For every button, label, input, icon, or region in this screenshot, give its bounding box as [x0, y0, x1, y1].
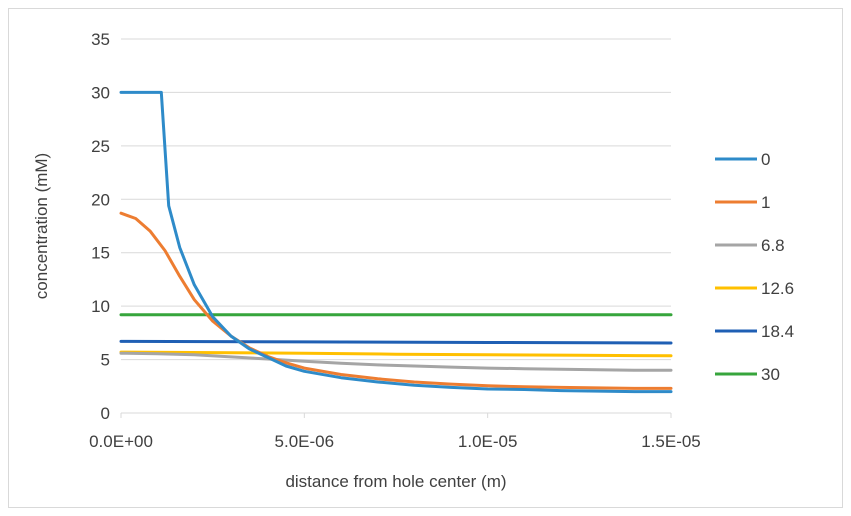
x-tick-label: 1.5E-05 — [641, 432, 701, 451]
legend-label: 0 — [761, 150, 770, 169]
series-line-6-8 — [119, 351, 673, 372]
chart-area: 0 5 10 15 20 25 30 35 0.0E+00 5.0E-06 1.0E-05 1.5E… — [8, 8, 843, 508]
y-tick-label: 20 — [91, 190, 110, 209]
series-line-18-4 — [119, 339, 673, 345]
series-line-12-6 — [119, 350, 673, 358]
y-tick-label: 15 — [91, 244, 110, 263]
series-line-1 — [119, 211, 673, 390]
x-tick-label: 0.0E+00 — [89, 432, 153, 451]
legend-label: 30 — [761, 365, 780, 384]
legend-label: 6.8 — [761, 236, 785, 255]
y-tick-label: 5 — [101, 351, 110, 370]
x-tick-label: 1.0E-05 — [458, 432, 518, 451]
legend-label: 1 — [761, 193, 770, 212]
legend: 0 1 6.8 12.6 18.4 30 — [715, 150, 794, 384]
y-tick-label: 35 — [91, 30, 110, 49]
gridlines — [121, 38, 671, 361]
x-tick-label: 5.0E-06 — [275, 432, 335, 451]
y-axis-ticks: 0 5 10 15 20 25 30 35 — [91, 30, 110, 423]
x-axis-title: distance from hole center (m) — [285, 472, 506, 491]
legend-label: 12.6 — [761, 279, 794, 298]
x-axis-ticks: 0.0E+00 5.0E-06 1.0E-05 1.5E-05 — [89, 413, 701, 451]
y-tick-label: 0 — [101, 404, 110, 423]
y-tick-label: 30 — [91, 83, 110, 102]
y-axis-title: concentration (mM) — [32, 153, 51, 299]
legend-label: 18.4 — [761, 322, 794, 341]
series-line-0 — [119, 90, 673, 394]
y-tick-label: 10 — [91, 297, 110, 316]
series-lines — [119, 90, 673, 394]
y-tick-label: 25 — [91, 137, 110, 156]
